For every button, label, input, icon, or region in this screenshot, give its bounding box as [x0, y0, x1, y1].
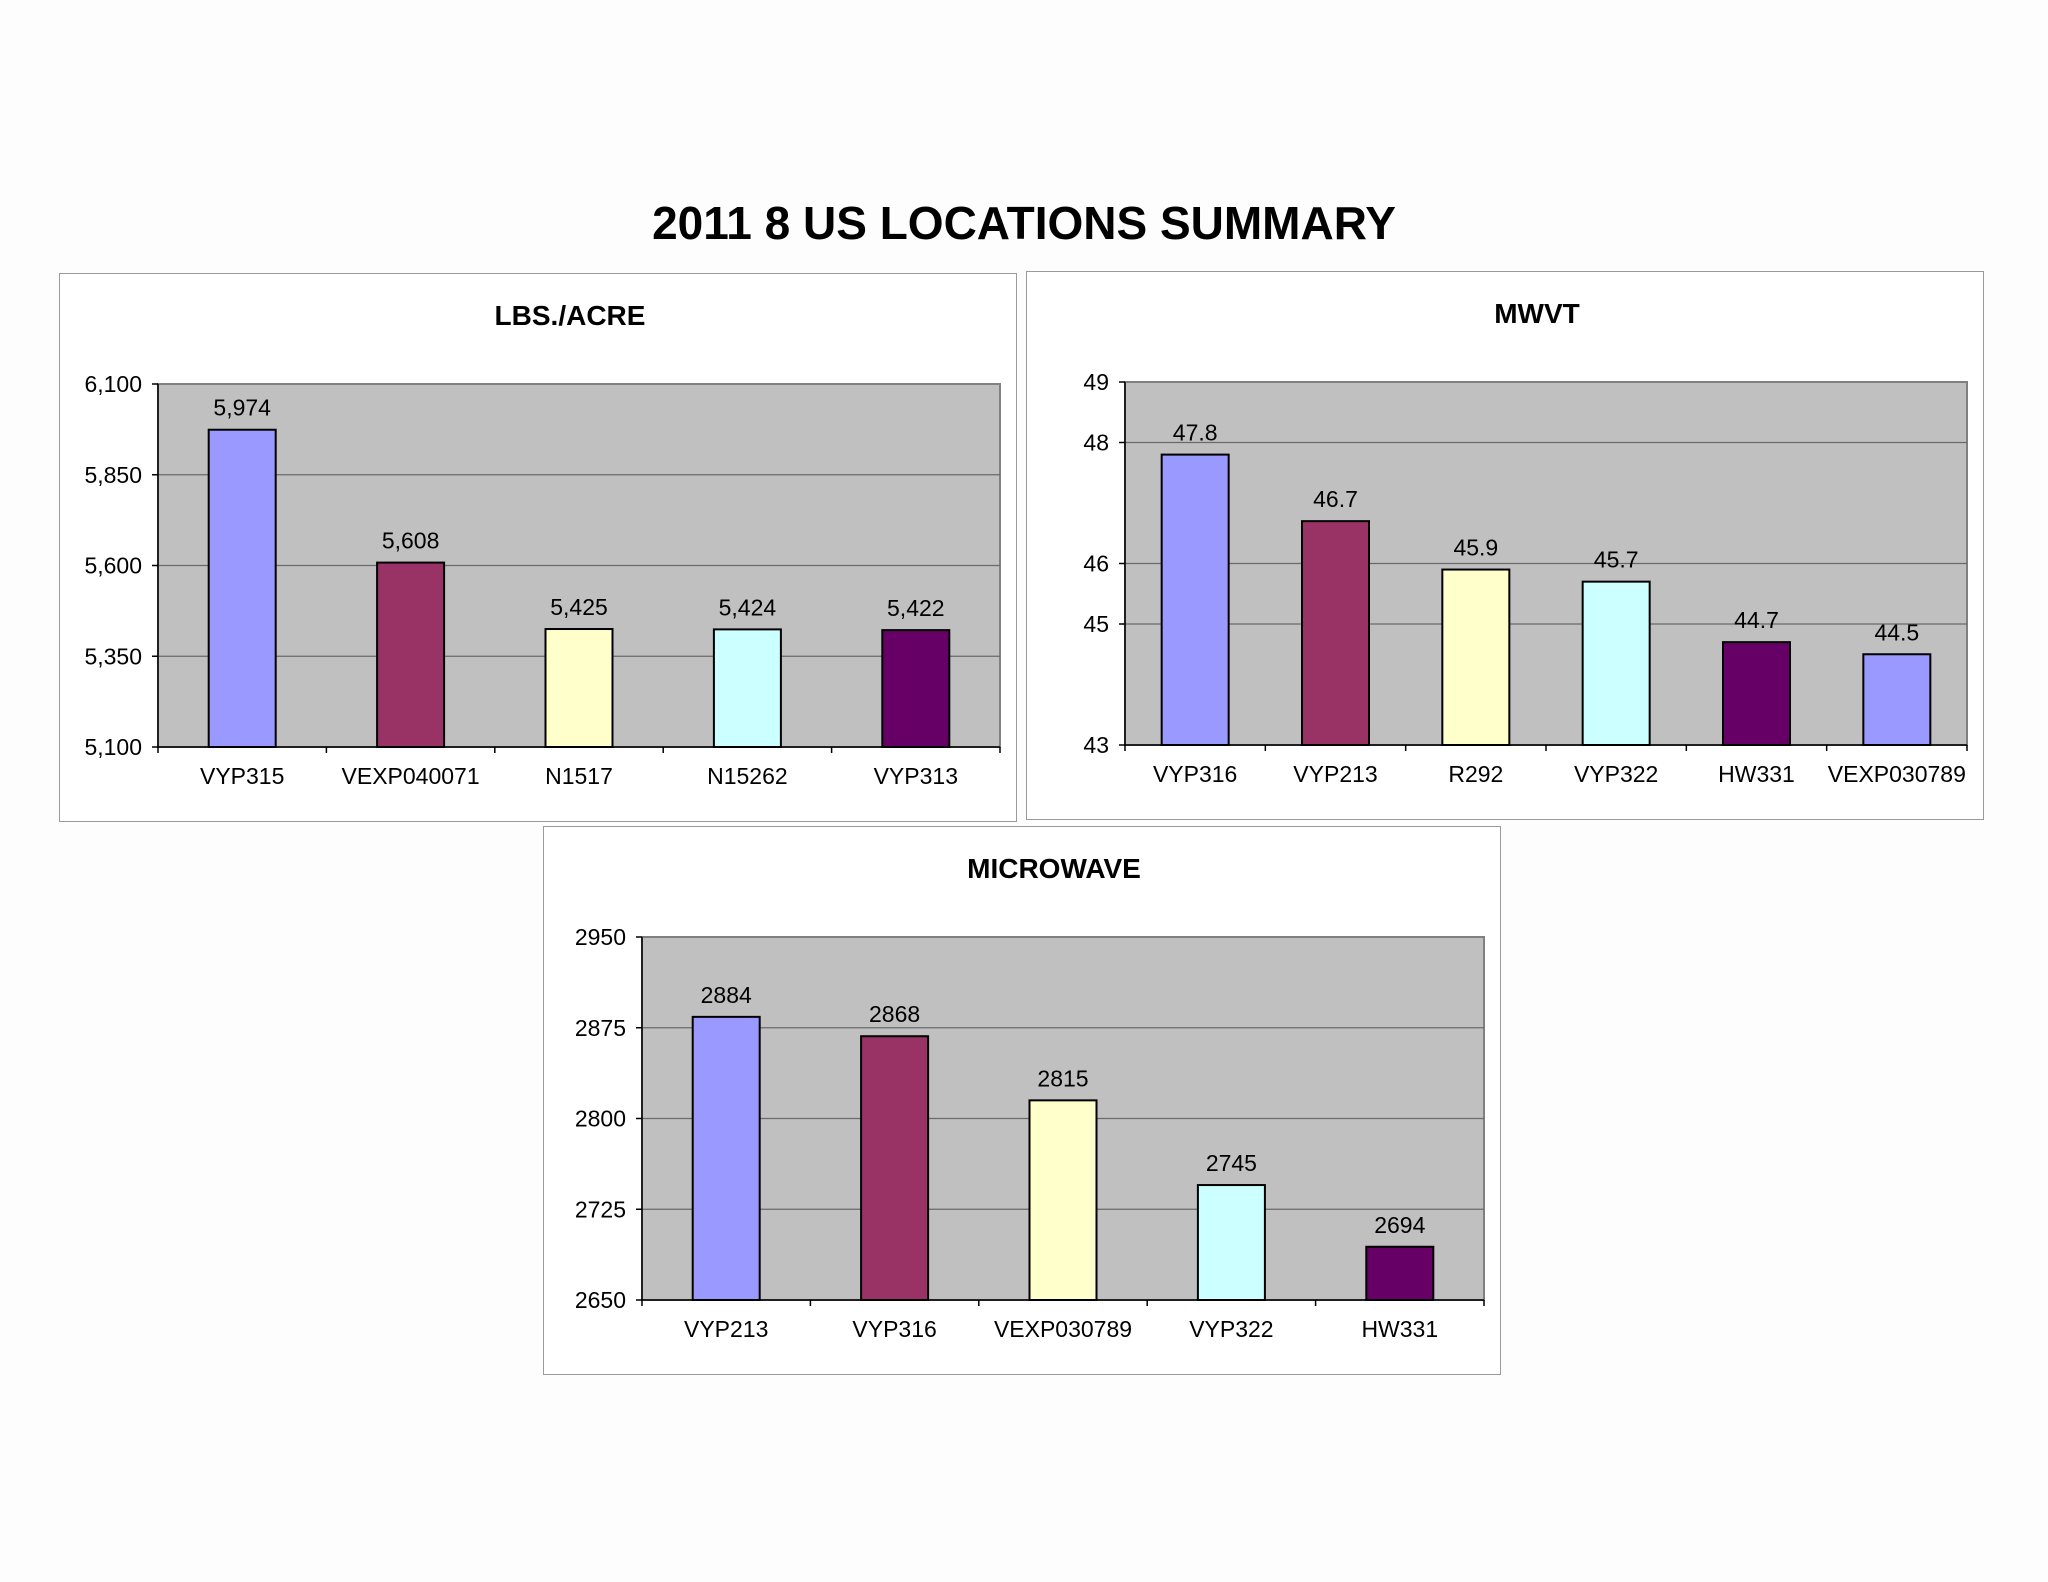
bar-vyp213	[691, 1015, 761, 1302]
category-label-vyp316: VYP316	[1153, 761, 1237, 787]
bar-r292	[1441, 568, 1511, 746]
y-tick-label: 2800	[575, 1106, 626, 1132]
category-label-n1517: N1517	[545, 763, 613, 789]
y-tick-label: 2650	[575, 1287, 626, 1313]
data-label-n1517: 5,425	[550, 594, 608, 620]
category-label-vexp030789: VEXP030789	[994, 1316, 1132, 1342]
data-label-vexp040071: 5,608	[382, 528, 440, 554]
bar-n1517	[544, 628, 614, 748]
chart-title: MWVT	[1494, 298, 1580, 329]
data-label-n15262: 5,424	[719, 594, 777, 620]
category-label-n15262: N15262	[707, 763, 788, 789]
category-label-hw331: HW331	[1718, 761, 1795, 787]
category-label-vyp316: VYP316	[852, 1316, 936, 1342]
data-label-vyp316: 2868	[869, 1001, 920, 1027]
data-label-vyp213: 46.7	[1313, 486, 1358, 512]
bar-vyp322	[1581, 580, 1651, 746]
bar-vyp316	[1160, 453, 1230, 746]
data-label-vexp030789: 44.5	[1874, 619, 1919, 645]
y-tick-label: 5,100	[84, 734, 142, 760]
y-tick-label: 49	[1083, 369, 1109, 395]
lbs-acre-chart: LBS./ACRE 5,100 5,350 5,600 5,850 6,100 5,974 V…	[84, 300, 1001, 789]
data-label-vyp313: 5,422	[887, 595, 945, 621]
y-tick-label: 43	[1083, 732, 1109, 758]
y-tick-label: 5,850	[84, 462, 142, 488]
bar-vexp030789	[1028, 1099, 1098, 1301]
y-tick-label: 5,350	[84, 643, 142, 669]
category-label-vyp322: VYP322	[1574, 761, 1658, 787]
bar-vexp040071	[376, 561, 446, 749]
bar-n15262	[712, 628, 782, 748]
category-label-vyp322: VYP322	[1189, 1316, 1273, 1342]
category-label-r292: R292	[1448, 761, 1503, 787]
microwave-chart: MICROWAVE 2650 2725 2800 2875 2950 2884 VYP213 2…	[575, 853, 1485, 1342]
page-title: 2011 8 US LOCATIONS SUMMARY	[652, 197, 1396, 249]
data-label-vyp316: 47.8	[1173, 420, 1218, 446]
category-label-vyp315: VYP315	[200, 763, 284, 789]
y-tick-label: 2875	[575, 1015, 626, 1041]
y-tick-label: 6,100	[84, 371, 142, 397]
category-label-vexp030789: VEXP030789	[1828, 761, 1966, 787]
bar-hw331	[1722, 641, 1791, 746]
data-label-vyp315: 5,974	[213, 395, 271, 421]
category-label-vyp313: VYP313	[874, 763, 958, 789]
bar-vexp030789	[1862, 653, 1932, 746]
y-tick-label: 5,600	[84, 553, 142, 579]
category-label-hw331: HW331	[1361, 1316, 1438, 1342]
category-label-vyp213: VYP213	[684, 1316, 768, 1342]
data-label-hw331: 44.7	[1734, 607, 1779, 633]
chart-title: LBS./ACRE	[495, 300, 646, 331]
microwave-chart-panel: MICROWAVE 2650 2725 2800 2875 2950 2884 VYP213 2…	[543, 826, 1501, 1375]
y-tick-label: 2950	[575, 924, 626, 950]
data-label-r292: 45.9	[1453, 535, 1498, 561]
bar-vyp316	[860, 1035, 930, 1301]
bar-vyp322	[1196, 1184, 1266, 1301]
y-tick-label: 48	[1083, 430, 1109, 456]
mwvt-chart: MWVT 43 45 46 48 49 47.8 VYP316 46.7 VYP213 45.9 R2…	[1083, 298, 1968, 787]
data-label-hw331: 2694	[1374, 1212, 1425, 1238]
bar-hw331	[1365, 1245, 1435, 1302]
y-tick-label: 2725	[575, 1196, 626, 1222]
bar-vyp315	[207, 428, 277, 748]
lbs-acre-chart-panel: LBS./ACRE 5,100 5,350 5,600 5,850 6,100 5,974 V…	[59, 273, 1017, 822]
data-label-vyp213: 2884	[701, 982, 752, 1008]
chart-title: MICROWAVE	[967, 853, 1141, 884]
y-tick-label: 46	[1083, 551, 1109, 577]
data-label-vyp322: 2745	[1206, 1150, 1257, 1176]
data-label-vyp322: 45.7	[1594, 547, 1639, 573]
bar-vyp213	[1301, 520, 1370, 746]
y-tick-label: 45	[1083, 611, 1109, 637]
category-label-vyp213: VYP213	[1293, 761, 1377, 787]
data-label-vexp030789: 2815	[1037, 1065, 1088, 1091]
mwvt-chart-panel: MWVT 43 45 46 48 49 47.8 VYP316 46.7 VYP213 45.9 R2…	[1026, 271, 1984, 820]
bar-vyp313	[881, 629, 951, 749]
category-label-vexp040071: VEXP040071	[342, 763, 480, 789]
